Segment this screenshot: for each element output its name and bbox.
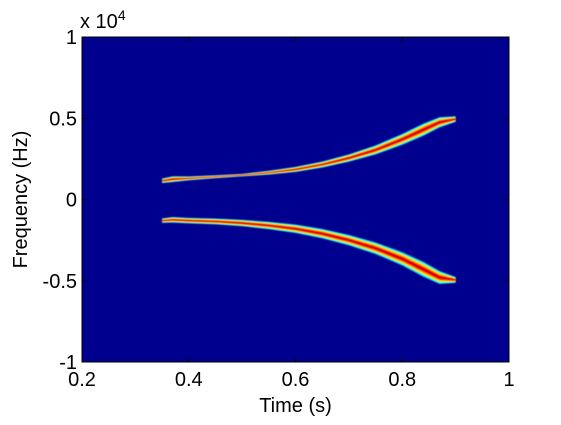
y-axis-label: Frequency (Hz) <box>10 131 32 269</box>
ridge-1-band-1 <box>162 116 456 184</box>
y-tick-label: 0.5 <box>49 108 77 130</box>
plot-area <box>82 37 509 362</box>
x-axis-label: Time (s) <box>259 395 332 417</box>
x-tick-label: 0.8 <box>388 369 416 391</box>
y-tick-label: -0.5 <box>43 271 77 293</box>
y-tick-label: 0 <box>66 190 77 212</box>
y-exponent-label: x 104 <box>80 7 126 33</box>
energy-ridges <box>162 116 456 284</box>
x-tick-label: 0.4 <box>175 369 203 391</box>
ridge-2 <box>162 217 456 284</box>
x-tick-label: 0.2 <box>68 369 96 391</box>
ridge-2-band-6 <box>162 219 456 281</box>
x-tick-label: 1 <box>503 369 514 391</box>
y-exponent-base: x 10 <box>80 11 118 33</box>
ridge-1 <box>162 116 456 184</box>
y-tick-label: 1 <box>66 27 77 49</box>
x-axis-ticks: 0.2 0.4 0.6 0.8 1 <box>68 37 515 391</box>
x-tick-label: 0.6 <box>282 369 310 391</box>
y-tick-label: -1 <box>59 352 77 374</box>
y-axis-ticks: -1 -0.5 0 0.5 1 <box>43 27 509 374</box>
y-exponent-power: 4 <box>118 7 126 23</box>
